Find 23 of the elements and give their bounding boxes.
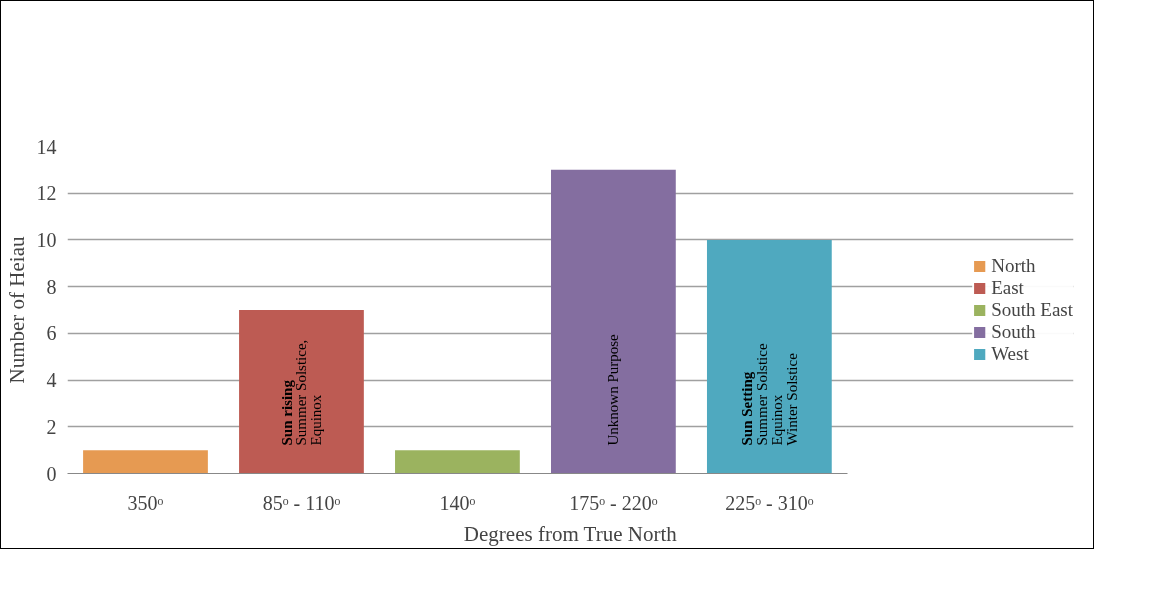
x-tick-label: 140ᵒ [439, 491, 476, 514]
y-tick-label: 10 [36, 228, 57, 251]
annotation: Unknown Purpose [605, 333, 622, 446]
y-axis-title: Number of Heiau [4, 236, 29, 384]
x-axis-title: Degrees from True North [463, 521, 678, 546]
y-tick-label: 8 [46, 275, 57, 298]
y-tick-label: 12 [36, 182, 57, 205]
x-tick-label: 85ᵒ - 110ᵒ [262, 491, 341, 514]
y-tick-label: 0 [46, 462, 57, 485]
annotation: Sun Setting Summer Solstice Equinox Winter Solstice [739, 343, 800, 446]
legend-label: East [991, 276, 1024, 299]
y-tick-label: 6 [46, 322, 57, 345]
y-tick-label: 14 [36, 135, 57, 158]
legend-label: West [991, 342, 1029, 365]
legend-label: South East [991, 298, 1073, 321]
legend-label: North [991, 254, 1036, 277]
x-tick-label: 175ᵒ - 220ᵒ [569, 491, 658, 514]
x-tick-label: 350ᵒ [127, 491, 164, 514]
x-tick-label: 225ᵒ - 310ᵒ [725, 491, 814, 514]
y-tick-label: 2 [46, 415, 57, 438]
y-tick-label: 4 [46, 369, 57, 392]
legend-label: South [991, 320, 1036, 343]
annotation: Sun rising Summer Solstice, Equinox [278, 339, 325, 446]
